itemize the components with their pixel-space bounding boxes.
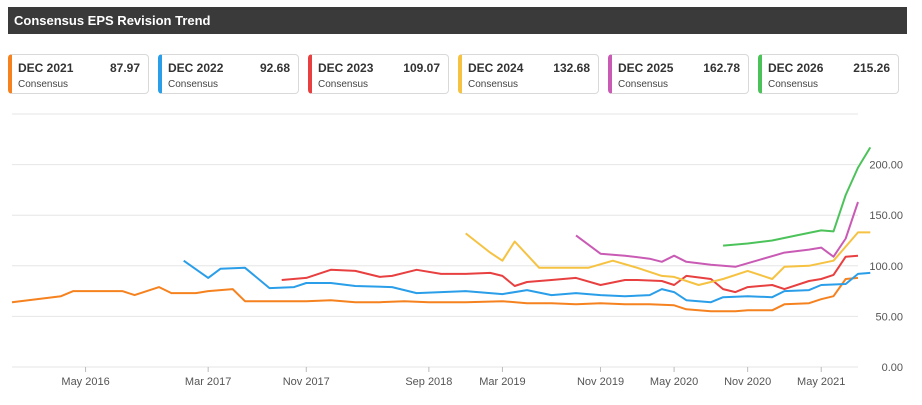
chart-title: Consensus EPS Revision Trend xyxy=(14,13,211,28)
y-tick-label: 50.00 xyxy=(875,311,903,323)
eps-line-chart: 0.00 50.00 100.00 150.00 200.00 May 2016 Mar … xyxy=(11,113,903,388)
series-card-subtitle: Consensus xyxy=(768,79,819,90)
x-tick-label: May 2016 xyxy=(61,376,109,388)
series-card-label: DEC 2026 xyxy=(768,61,824,75)
series-card-label: DEC 2025 xyxy=(618,61,674,75)
series-card-value: 215.26 xyxy=(853,61,890,75)
x-axis: May 2016 Mar 2017 Nov 2017 Sep 2018 Mar 2019… xyxy=(61,367,845,388)
series-line-dec-2024[interactable] xyxy=(465,231,871,286)
chart-title-bar: Consensus EPS Revision Trend xyxy=(8,7,907,34)
y-tick-label: 100.00 xyxy=(869,261,903,273)
series-line-dec-2026[interactable] xyxy=(723,146,872,247)
series-card[interactable]: DEC 2023 109.07 Consensus xyxy=(308,54,449,94)
grid-lines xyxy=(12,113,858,368)
series-card-label: DEC 2021 xyxy=(18,61,74,75)
y-tick-label: 200.00 xyxy=(869,160,903,172)
series-lines xyxy=(11,146,872,313)
series-card[interactable]: DEC 2026 215.26 Consensus xyxy=(758,54,899,94)
series-card-subtitle: Consensus xyxy=(168,79,219,90)
x-tick-label: Mar 2019 xyxy=(479,376,525,388)
x-tick-label: May 2020 xyxy=(650,376,698,388)
y-tick-label: 150.00 xyxy=(869,210,903,222)
series-card[interactable]: DEC 2021 87.97 Consensus xyxy=(8,54,149,94)
series-card-value: 87.97 xyxy=(109,61,140,75)
series-card-subtitle: Consensus xyxy=(468,79,519,90)
y-tick-label: 0.00 xyxy=(882,362,903,374)
series-card[interactable]: DEC 2025 162.78 Consensus xyxy=(608,54,749,94)
series-card-value: 162.78 xyxy=(703,61,740,75)
x-tick-label: Sep 2018 xyxy=(405,376,452,388)
x-tick-label: Nov 2019 xyxy=(577,376,624,388)
series-card[interactable]: DEC 2024 132.68 Consensus xyxy=(458,54,599,94)
series-card-label: DEC 2022 xyxy=(168,61,224,75)
series-line-dec-2025[interactable] xyxy=(575,201,859,268)
series-card-label: DEC 2023 xyxy=(318,61,374,75)
series-card-subtitle: Consensus xyxy=(318,79,369,90)
series-card-value: 109.07 xyxy=(403,61,440,75)
series-card-label: DEC 2024 xyxy=(468,61,524,75)
x-tick-label: Nov 2017 xyxy=(283,376,330,388)
series-line-dec-2023[interactable] xyxy=(281,254,859,294)
series-card-subtitle: Consensus xyxy=(618,79,669,90)
x-tick-label: May 2021 xyxy=(797,376,845,388)
x-tick-label: Mar 2017 xyxy=(185,376,231,388)
series-card-subtitle: Consensus xyxy=(18,79,69,90)
series-card[interactable]: DEC 2022 92.68 Consensus xyxy=(158,54,299,94)
series-line-dec-2022[interactable] xyxy=(183,259,871,304)
series-card-value: 92.68 xyxy=(259,61,290,75)
x-tick-label: Nov 2020 xyxy=(724,376,771,388)
series-card-value: 132.68 xyxy=(553,61,590,75)
y-axis: 0.00 50.00 100.00 150.00 200.00 xyxy=(869,160,903,374)
series-line-dec-2021[interactable] xyxy=(11,276,859,313)
